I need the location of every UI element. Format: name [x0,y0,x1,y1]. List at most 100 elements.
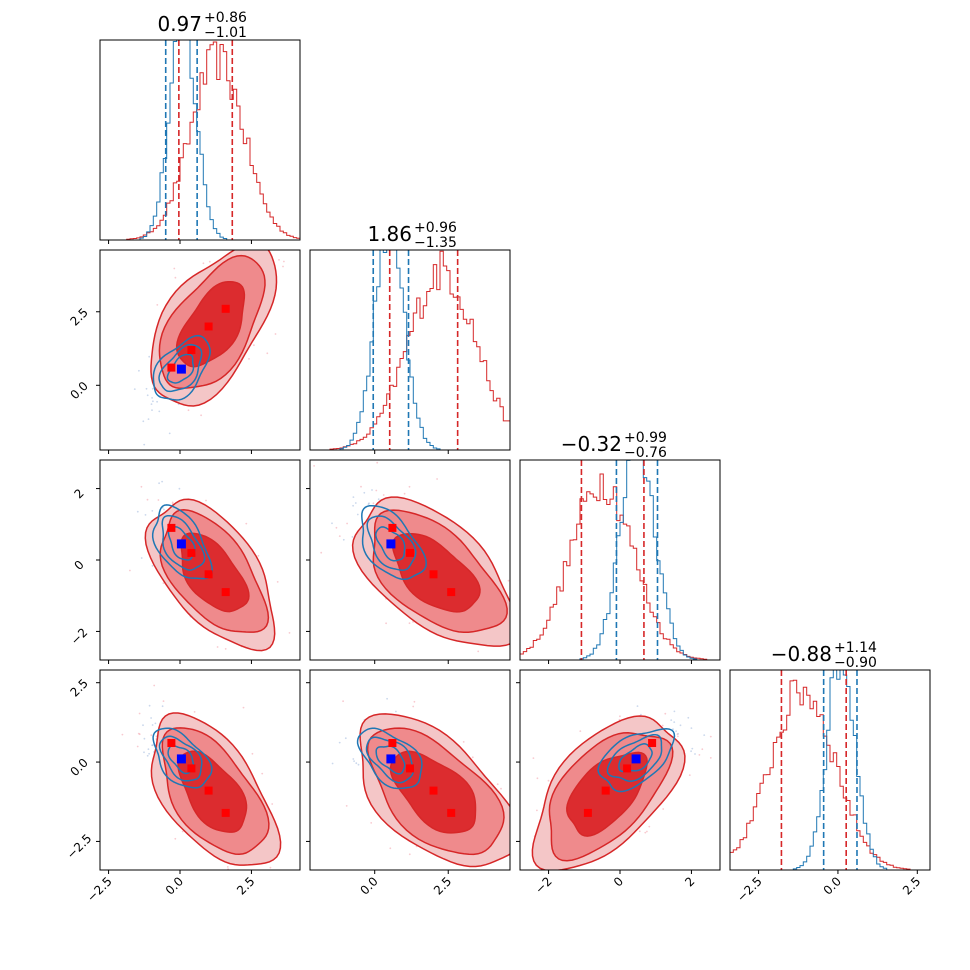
scatter-dot [353,760,355,762]
scatter-dot [412,621,414,623]
red-histogram-0 [100,41,300,240]
scatter-dot [193,711,196,713]
scatter-dot [344,737,347,740]
scatter-dot [171,501,174,504]
scatter-dot [154,722,157,725]
scatter-dot [288,632,291,634]
scatter-dot [158,410,161,413]
scatter-dot [459,888,461,890]
scatter-dot [375,489,378,492]
scatter-dot [664,712,667,715]
scatter-dot [673,721,676,723]
scatter-dot [148,704,151,707]
scatter-dot [376,461,379,464]
histogram-0 [100,40,300,240]
red-point-marker-3 [187,764,196,773]
blue-contour-2 [618,743,653,773]
scatter-dot [174,276,177,279]
scatter-dot [190,875,192,877]
scatter-dot [352,504,354,507]
truth-marker [176,754,186,764]
scatter-dot [516,621,518,623]
blue-histogram-0 [100,40,300,240]
scatter-dot [408,485,411,488]
scatter-dot [281,881,283,883]
scatter-dot [648,825,651,828]
blue-contour-1 [606,733,663,782]
scatter-dot [161,480,164,483]
scatter-dot [255,891,257,893]
scatter-dot [271,803,274,805]
scatter-dot [342,538,345,541]
scatter-dot [352,496,355,498]
scatter-dot [646,830,648,833]
red-point-marker-3 [187,548,196,557]
red-point-marker-2 [221,808,230,817]
scatter-dot [224,648,227,650]
scatter-dot [147,418,150,420]
red-point-marker-0 [167,739,176,747]
title-minus-2: −0.76 [624,445,667,461]
scatter-dot [148,355,151,358]
blue-contour-0 [361,504,427,581]
scatter-dot [690,750,692,753]
scatter-dot [216,646,219,648]
scatter-dot [670,719,673,721]
y-tick-label-1-0: 0.0 [67,379,90,402]
blue-contour-1 [158,343,203,393]
scatter-dot [640,713,642,716]
red-histogram-1 [310,250,510,450]
y-tick-label-2-0: −2 [68,625,90,647]
scatter-dot [605,872,607,874]
blue-contour-1 [161,514,206,571]
title-median-2: −0.32 [561,432,622,456]
scatter-dot [151,724,154,726]
scatter-dot [512,839,514,841]
scatter-dot [136,510,139,513]
scatter-dot [151,397,154,399]
scatter-dot [709,757,712,759]
scatter-dot [496,783,499,786]
red-point-marker-3 [406,548,414,557]
scatter-dot [173,267,176,270]
scatter-dot [413,700,416,703]
scatter-dot [501,871,503,873]
panel-frame-1-1 [309,249,511,451]
scatter-dot [473,873,475,875]
scatter-dot [385,622,387,625]
scatter-dot [156,304,159,306]
scatter-dot [178,487,181,490]
scatter-dot [303,246,305,248]
scatter-dot [196,871,198,873]
scatter-dot [701,748,704,751]
scatter-dot [672,728,674,730]
scatter-dot [424,876,426,878]
scatter-dot [584,898,586,900]
scatter-dot [140,557,143,559]
histogram-3 [730,670,930,870]
scatter-dot [583,882,585,884]
scatter-dot [261,709,263,711]
scatter-dot [636,705,639,707]
scatter-dot [150,717,153,719]
scatter-dot [579,730,582,732]
red-histogram-3 [730,679,930,870]
scatter-dot [161,705,164,708]
scatter-dot [242,706,245,709]
y-tick-label-2-1: 0 [72,558,87,573]
scatter-dot [146,498,149,501]
scatter-dot [147,748,150,751]
scatter-dot [356,513,359,516]
scatter-dot [367,503,370,506]
scatter-dot [153,684,156,687]
blue-contour-2 [375,745,406,775]
truth-marker [631,754,641,764]
scatter-dot [408,853,411,856]
scatter-dot [143,443,146,446]
title-plus-2: +0.99 [624,430,667,446]
scatter-dot [96,475,98,477]
blue-contour-2 [375,526,406,562]
scatter-dot [129,569,131,572]
scatter-dot [513,554,515,556]
